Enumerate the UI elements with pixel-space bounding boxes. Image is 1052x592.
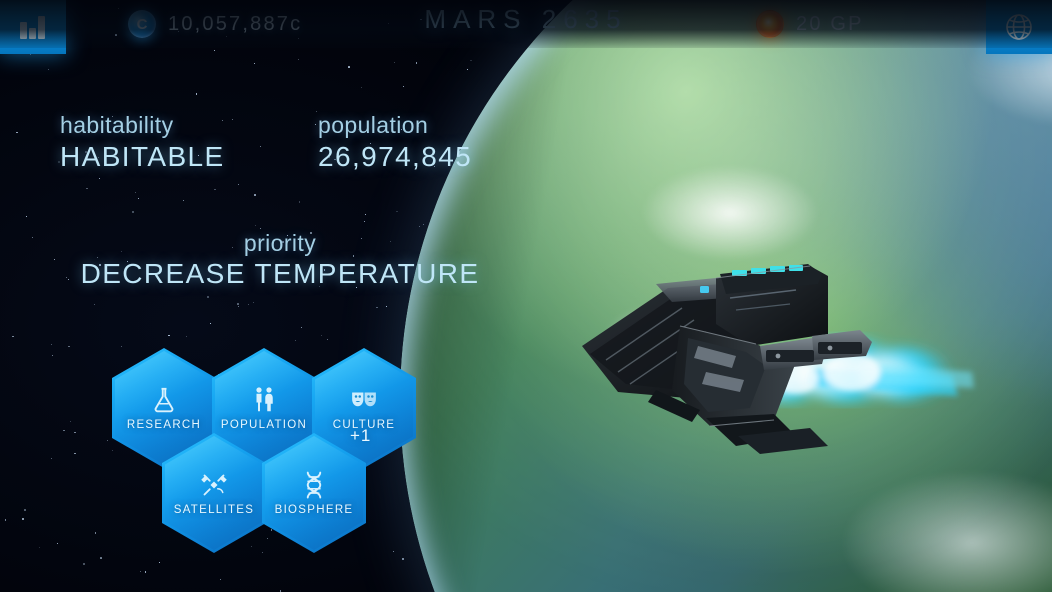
masks-icon (349, 385, 379, 415)
hex-button-research[interactable]: RESEARCH (112, 348, 216, 468)
population-label: population (318, 112, 429, 138)
hex-label: CULTURE (332, 419, 396, 431)
hex-label: RESEARCH (126, 419, 202, 431)
people-icon (249, 385, 279, 415)
hex-button-biosphere[interactable]: BIOSPHERE (262, 433, 366, 553)
habitability-stat: habitability HABITABLE (60, 112, 225, 173)
population-value: 26,974,845 (318, 141, 473, 172)
hex-label: BIOSPHERE (274, 504, 354, 516)
dna-icon (299, 470, 329, 500)
habitability-value: HABITABLE (60, 141, 225, 172)
hex-label: SATELLITES (173, 504, 255, 516)
spaceship (560, 250, 980, 480)
population-stat: population 26,974,845 (318, 112, 472, 173)
culture-bonus-badge: +1 (350, 426, 372, 445)
habitability-label: habitability (60, 112, 174, 138)
satellite-icon (199, 470, 229, 500)
priority-value: DECREASE TEMPERATURE (80, 258, 480, 289)
hex-button-satellites[interactable]: SATELLITES (162, 433, 266, 553)
priority-stat[interactable]: priority DECREASE TEMPERATURE (0, 230, 560, 290)
flask-icon (149, 385, 179, 415)
hex-button-culture[interactable]: CULTURE +1 (312, 348, 416, 468)
priority-label: priority (243, 230, 317, 256)
top-status-bar (0, 0, 1052, 48)
hex-label: POPULATION (220, 419, 308, 431)
